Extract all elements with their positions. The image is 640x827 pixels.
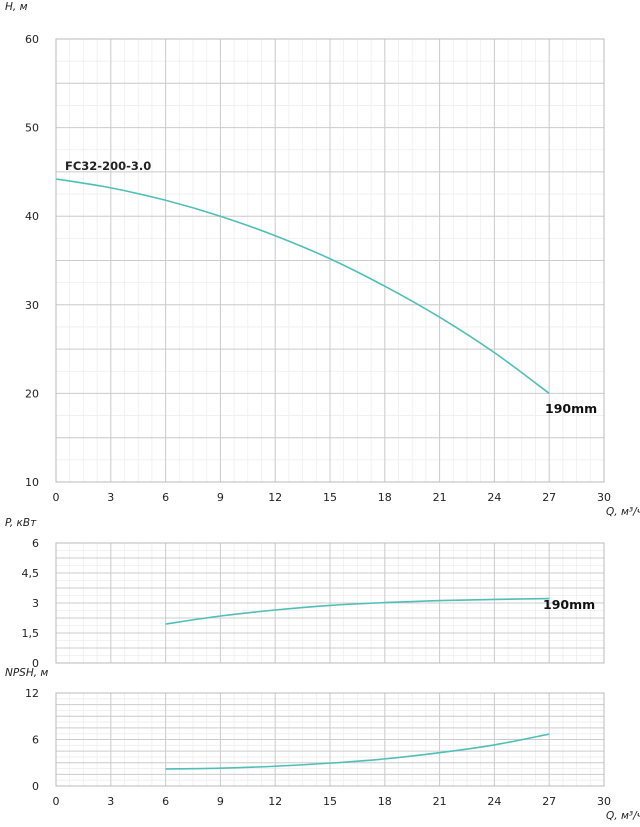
plot-frame [55,542,605,664]
x-tick-label: 30 [597,491,611,504]
y-tick-label: 0 [32,780,39,793]
y-tick-label: 6 [32,734,39,747]
plot-frame [55,692,605,787]
series-line [165,733,550,770]
x-tick-label: 30 [597,795,611,808]
y-tick-label: 30 [25,299,39,312]
y-tick-label: 12 [25,687,39,700]
x-tick-label: 12 [268,795,282,808]
x-tick-label: 0 [53,795,60,808]
x-tick-label: 27 [542,491,556,504]
x-tick-label: 15 [323,491,337,504]
y-tick-label: 3 [32,597,39,610]
x-tick-label: 9 [217,491,224,504]
x-tick-label: 24 [487,491,501,504]
y-tick-label: 20 [25,387,39,400]
x-axis-label: Q, м³/ч [606,506,640,518]
x-tick-label: 9 [217,795,224,808]
y-tick-label: 4,5 [22,567,40,580]
x-tick-label: 24 [487,795,501,808]
x-tick-label: 3 [107,795,114,808]
x-tick-label: 12 [268,491,282,504]
y-tick-label: 1,5 [22,627,40,640]
x-tick-label: 6 [162,491,169,504]
y-axis-label: H, м [5,1,28,13]
x-tick-label: 27 [542,795,556,808]
x-tick-label: 0 [53,491,60,504]
series-line [55,178,550,395]
series-line [165,597,550,625]
y-tick-label: 50 [25,122,39,135]
x-tick-label: 15 [323,795,337,808]
y-tick-label: 6 [32,537,39,550]
y-tick-label: 40 [25,210,39,223]
x-axis-label: Q, м³/ч [606,810,640,822]
x-tick-label: 3 [107,491,114,504]
x-tick-label: 6 [162,795,169,808]
model-label: FC32-200-3.0 [65,159,151,173]
y-tick-label: 0 [32,657,39,670]
plot-frame [55,38,605,483]
x-tick-label: 18 [378,491,392,504]
x-tick-label: 18 [378,795,392,808]
head-curve-label: 190mm [545,401,597,416]
x-tick-label: 21 [433,795,447,808]
y-tick-label: 60 [25,33,39,46]
power-curve-label: 190mm [543,597,595,612]
y-axis-label: NPSH, м [5,667,48,679]
y-tick-label: 10 [25,476,39,489]
x-tick-label: 21 [433,491,447,504]
y-axis-label: P, кВт [5,517,37,529]
